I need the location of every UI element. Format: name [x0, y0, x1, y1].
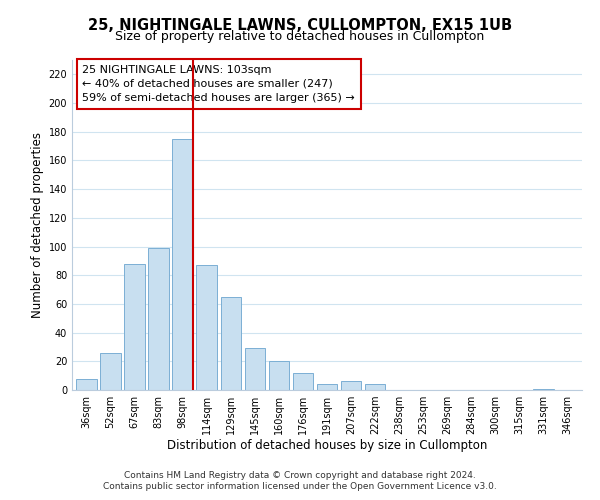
Bar: [221, 296, 241, 390]
Bar: [124, 264, 145, 390]
Bar: [533, 388, 554, 390]
Bar: [172, 139, 193, 390]
Text: Size of property relative to detached houses in Cullompton: Size of property relative to detached ho…: [115, 30, 485, 43]
Bar: [148, 248, 169, 390]
Text: 25, NIGHTINGALE LAWNS, CULLOMPTON, EX15 1UB: 25, NIGHTINGALE LAWNS, CULLOMPTON, EX15 …: [88, 18, 512, 32]
Bar: [100, 352, 121, 390]
Text: Contains HM Land Registry data © Crown copyright and database right 2024.: Contains HM Land Registry data © Crown c…: [124, 471, 476, 480]
Bar: [293, 373, 313, 390]
Bar: [317, 384, 337, 390]
Text: Contains public sector information licensed under the Open Government Licence v3: Contains public sector information licen…: [103, 482, 497, 491]
Bar: [365, 384, 385, 390]
Y-axis label: Number of detached properties: Number of detached properties: [31, 132, 44, 318]
Bar: [269, 362, 289, 390]
Bar: [196, 265, 217, 390]
Bar: [76, 378, 97, 390]
Text: 25 NIGHTINGALE LAWNS: 103sqm
← 40% of detached houses are smaller (247)
59% of s: 25 NIGHTINGALE LAWNS: 103sqm ← 40% of de…: [82, 65, 355, 103]
X-axis label: Distribution of detached houses by size in Cullompton: Distribution of detached houses by size …: [167, 438, 487, 452]
Bar: [245, 348, 265, 390]
Bar: [341, 382, 361, 390]
